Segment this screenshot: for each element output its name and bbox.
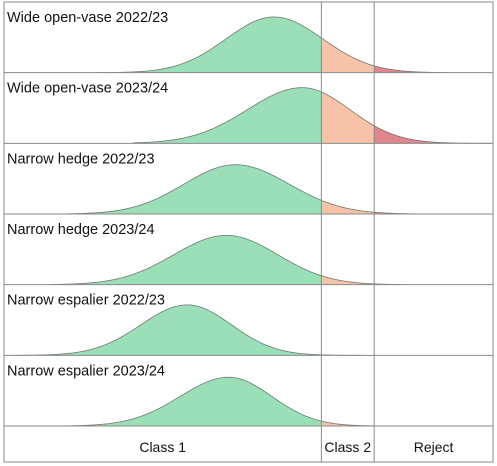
area-class1-panel-5 — [13, 304, 322, 356]
area-reject-panel-2 — [374, 125, 492, 144]
area-class1-panel-4 — [52, 235, 322, 285]
panel-label-4: Narrow hedge 2023/24 — [7, 222, 155, 238]
panel-label-6: Narrow espalier 2023/24 — [7, 363, 165, 379]
curve-outline-panel-5 — [13, 304, 362, 356]
area-class2-panel-3 — [321, 200, 375, 214]
curve-outline-panel-4 — [52, 234, 402, 285]
area-class2-panel-2 — [321, 91, 375, 144]
area-class2-panel-6 — [321, 421, 375, 426]
area-class2-panel-4 — [321, 275, 375, 285]
class-label-2: Class 2 — [324, 439, 371, 455]
panel-label-3: Narrow hedge 2022/23 — [7, 151, 155, 167]
curve-outline-panel-3 — [65, 164, 416, 215]
panel-label-1: Wide open-vase 2022/23 — [7, 10, 168, 26]
area-class1-panel-1 — [96, 16, 322, 73]
class-label-1: Class 1 — [139, 439, 186, 455]
area-class1-panel-2 — [132, 87, 322, 144]
curve-outline-panel-1 — [96, 16, 447, 74]
class-label-3: Reject — [414, 439, 454, 455]
area-reject-panel-1 — [374, 65, 447, 73]
curve-outline-panel-6 — [52, 376, 404, 427]
curve-outline-panel-2 — [132, 87, 492, 144]
area-class1-panel-3 — [65, 164, 322, 214]
plot-border — [3, 1, 494, 463]
area-class1-panel-6 — [52, 377, 322, 426]
panel-label-2: Wide open-vase 2023/24 — [7, 81, 168, 97]
panel-label-5: Narrow espalier 2022/23 — [7, 293, 165, 309]
